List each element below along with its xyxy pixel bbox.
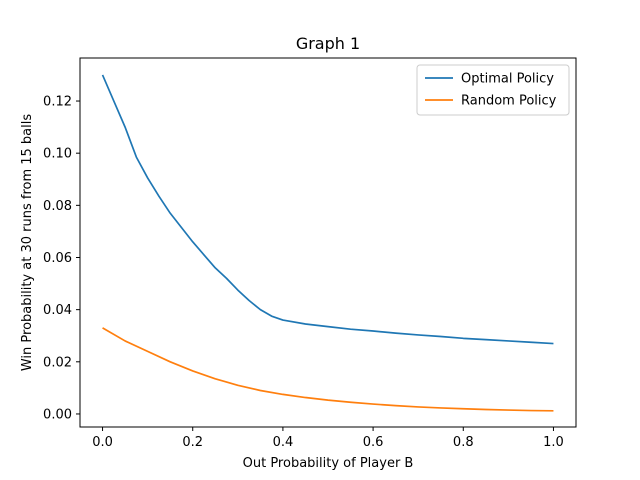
x-axis-label: Out Probability of Player B bbox=[243, 456, 414, 471]
y-axis-label: Win Probability at 30 runs from 15 balls bbox=[20, 114, 35, 372]
legend-box bbox=[416, 64, 570, 116]
x-axis: 0.0 0.2 0.4 0.6 0.8 1.0 bbox=[92, 427, 564, 450]
legend-label: Optimal Policy bbox=[461, 72, 554, 87]
legend: Optimal Policy Random Policy bbox=[416, 64, 570, 116]
x-tick-label: 1.0 bbox=[543, 435, 564, 450]
x-tick-label: 0.6 bbox=[363, 435, 384, 450]
plot-frame bbox=[79, 57, 577, 428]
y-tick-label: 0.06 bbox=[43, 251, 72, 266]
x-tick-label: 0.4 bbox=[273, 435, 294, 450]
y-tick-label: 0.08 bbox=[43, 199, 72, 214]
y-axis: 0.00 0.02 0.04 0.06 0.08 0.10 0.12 bbox=[43, 95, 80, 422]
y-tick-label: 0.10 bbox=[43, 147, 72, 162]
series-line bbox=[102, 327, 554, 412]
x-tick-label: 0.2 bbox=[182, 435, 203, 450]
chart-title: Graph 1 bbox=[296, 34, 360, 53]
y-tick-label: 0.02 bbox=[43, 355, 72, 370]
x-tick-label: 0.0 bbox=[92, 435, 113, 450]
x-tick-label: 0.8 bbox=[453, 435, 474, 450]
y-tick-label: 0.00 bbox=[43, 407, 72, 422]
series-line bbox=[101, 74, 554, 345]
series-layer bbox=[101, 74, 554, 412]
legend-label: Random Policy bbox=[461, 94, 557, 109]
y-tick-label: 0.12 bbox=[43, 95, 72, 110]
y-tick-label: 0.04 bbox=[43, 303, 72, 318]
